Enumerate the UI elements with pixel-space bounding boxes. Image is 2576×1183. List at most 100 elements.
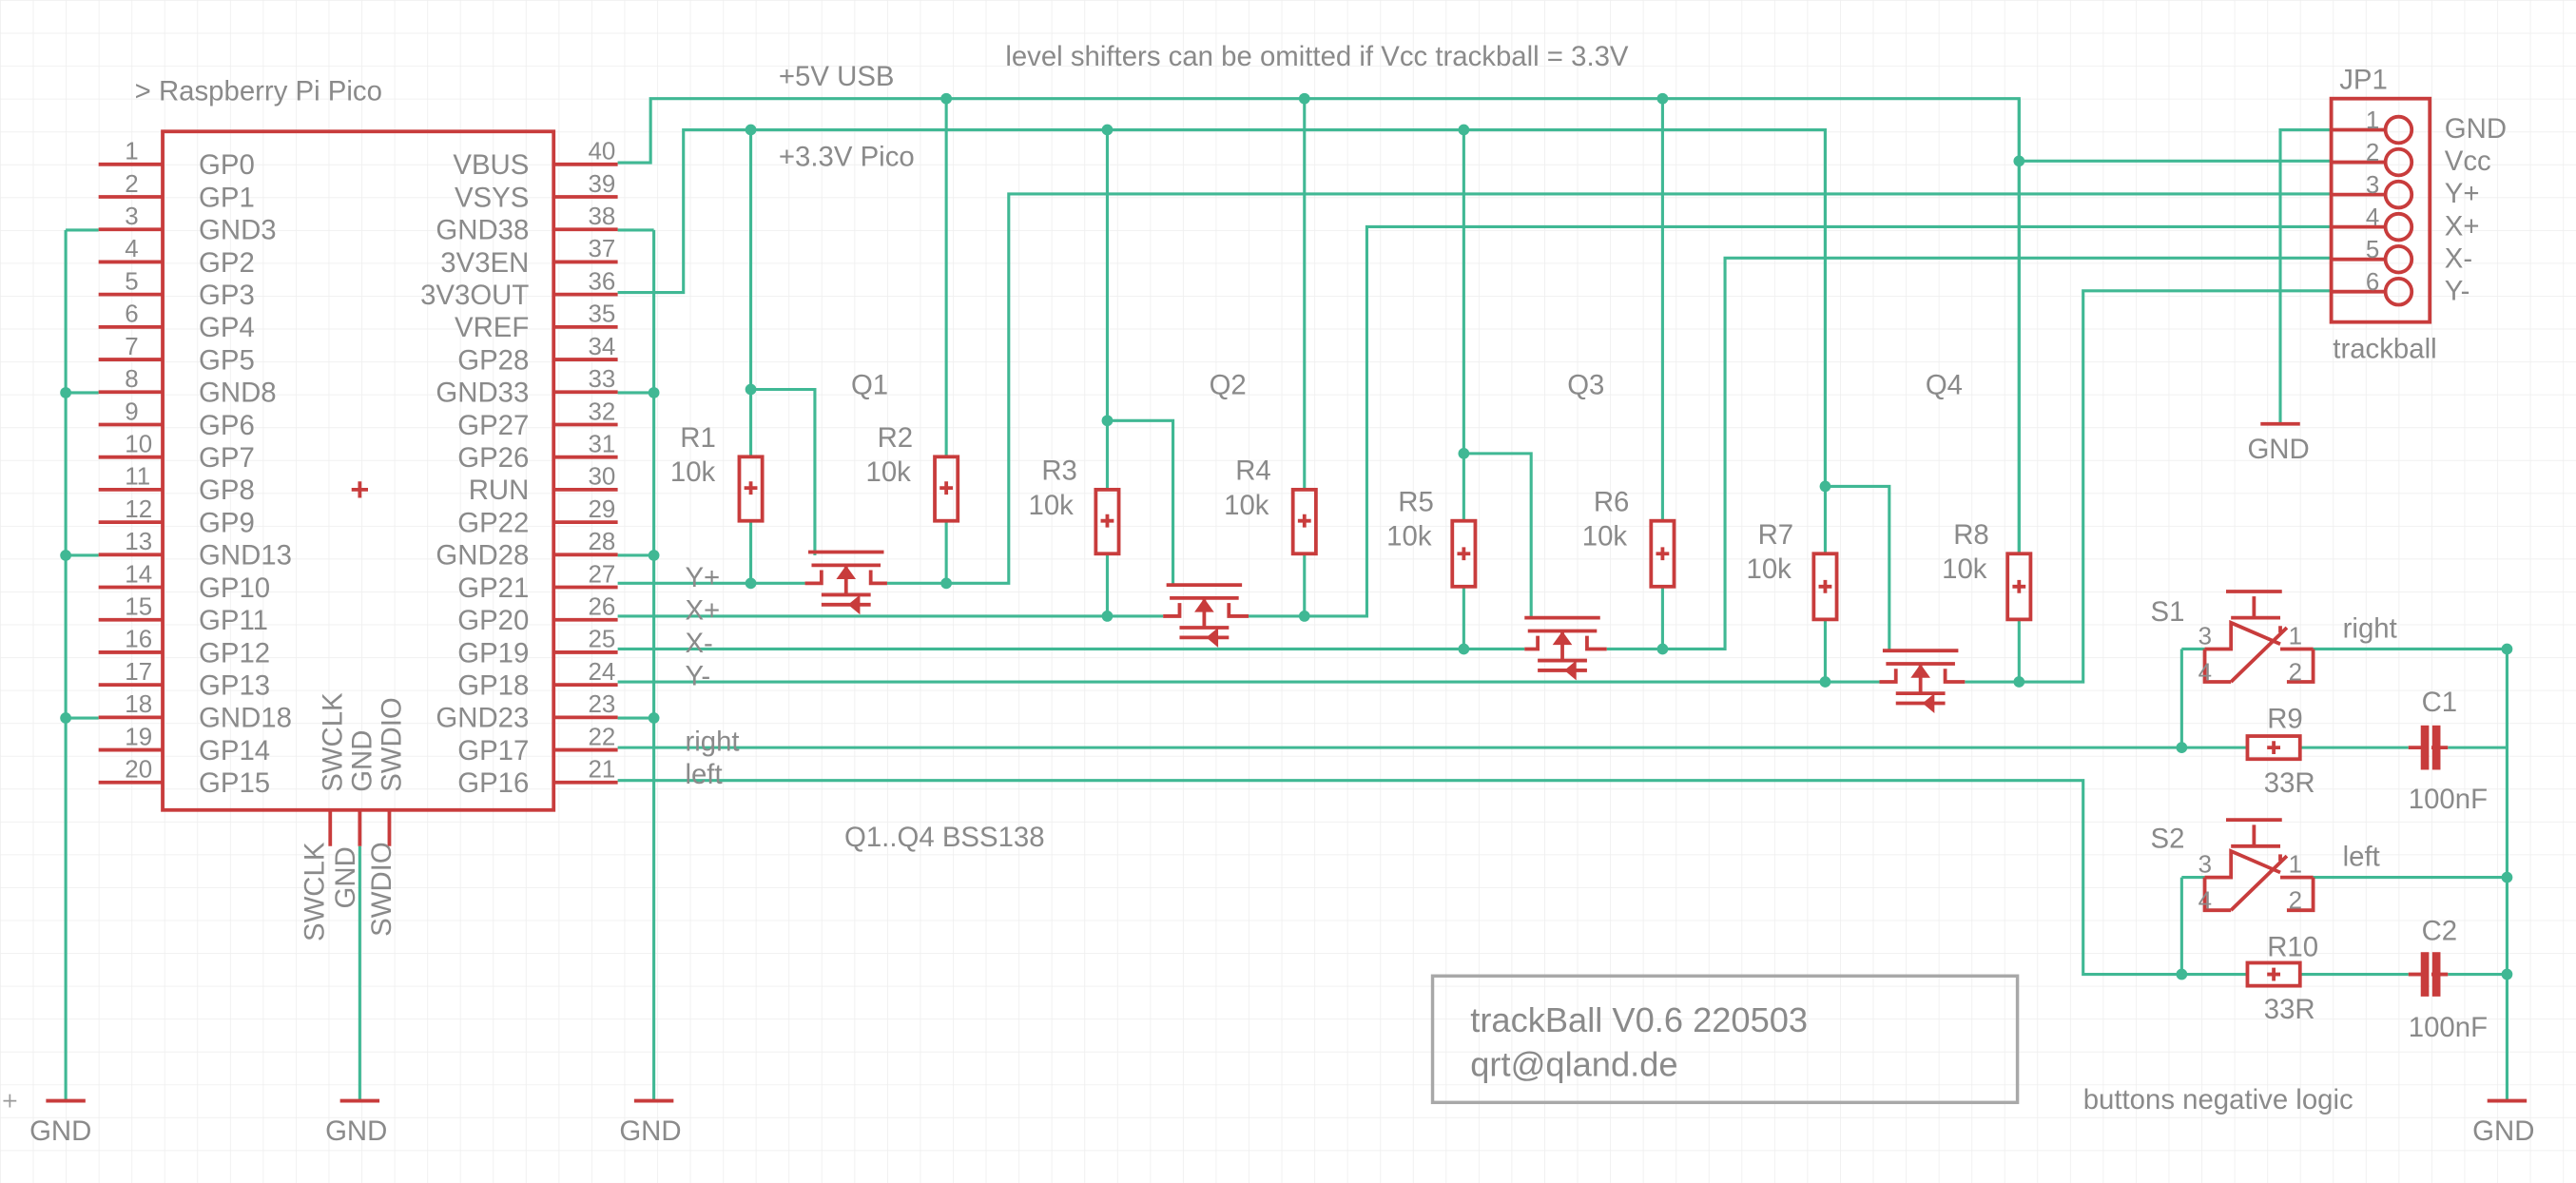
pico-pin-name: GND18 xyxy=(199,703,292,734)
mosfet-q3: Q3 xyxy=(1524,370,1607,681)
connector-pin-signal: GND xyxy=(2445,113,2507,145)
resistor-r2-name: R2 xyxy=(878,422,914,454)
capacitor-c1-value: 100nF xyxy=(2409,784,2488,815)
pico-pin-name: GND38 xyxy=(436,215,529,246)
connector-pin-signal: Y+ xyxy=(2445,178,2480,209)
mosfet-q4-label: Q4 xyxy=(1926,370,1963,401)
connector-pin-signal: Vcc xyxy=(2445,145,2491,177)
resistor-r3-value: 10k xyxy=(1029,490,1075,521)
net-label-right-button: right xyxy=(2343,612,2397,644)
gnd-label-3: GND xyxy=(619,1115,681,1147)
note-level-shifter: level shifters can be omitted if Vcc tra… xyxy=(1005,41,1629,72)
capacitor-c2-value: 100nF xyxy=(2409,1012,2488,1043)
pico-pin-name: VREF xyxy=(455,312,529,343)
pico-pin-name: GP8 xyxy=(199,475,255,506)
net-label-5v: +5V USB xyxy=(779,61,895,92)
pico-pin-number: 27 xyxy=(589,561,616,588)
resistor-r5-value: 10k xyxy=(1386,521,1432,553)
pico-pin-number: 36 xyxy=(589,268,616,295)
pico-bottom-pin-swdio: SWDIO xyxy=(377,697,408,792)
connector-pin-number: 6 xyxy=(2366,269,2379,296)
pico-pin-number: 16 xyxy=(125,627,152,653)
pico-pin-number: 31 xyxy=(589,431,616,457)
pico-pin-number: 5 xyxy=(125,268,138,295)
pico-pin-name: RUN xyxy=(469,475,530,506)
resistor-r9-name: R9 xyxy=(2267,703,2303,734)
net-label-xm: X- xyxy=(685,628,712,659)
pico-pin-number: 28 xyxy=(589,529,616,555)
capacitor-c2-name: C2 xyxy=(2422,915,2458,946)
pico-pin-number: 37 xyxy=(589,236,616,262)
resistor-r7-name: R7 xyxy=(1758,519,1794,551)
pico-pin-name: GP15 xyxy=(199,767,270,799)
pico-pin-name: 3V3OUT xyxy=(420,280,529,311)
mosfet-q4: Q4 xyxy=(1879,370,1966,713)
connector-label: trackball xyxy=(2333,334,2436,365)
resistor-r9-value: 33R xyxy=(2264,767,2315,799)
pico-pin-name: GP9 xyxy=(199,507,255,538)
pico-pin-number: 15 xyxy=(125,594,152,621)
pico-pin-number: 13 xyxy=(125,529,152,555)
connector-pin-number: 5 xyxy=(2366,237,2379,263)
pico-pin-name: GP0 xyxy=(199,149,255,181)
pico-pin-name: GP27 xyxy=(457,410,529,441)
pico-pin-name: 3V3EN xyxy=(440,247,529,279)
resistor-r1-name: R1 xyxy=(680,422,716,454)
resistor-r10-name: R10 xyxy=(2267,932,2318,963)
net-label-left: left xyxy=(685,759,722,790)
resistor-r5-name: R5 xyxy=(1398,486,1434,517)
pico-bottom-pinlabel-gnd: GND xyxy=(330,846,361,908)
connector-pin-number: 2 xyxy=(2366,140,2379,166)
pico-pin-name: GP18 xyxy=(457,669,529,701)
pico-pin-name: GP26 xyxy=(457,442,529,474)
resistor-r9: R9 33R xyxy=(2245,703,2315,799)
connector-pin-signal: X- xyxy=(2445,242,2472,274)
pico-pin-number: 1 xyxy=(125,139,138,165)
capacitor-c1-name: C1 xyxy=(2422,687,2458,718)
connector-pin-signal: X+ xyxy=(2445,210,2480,242)
pico-pin-number: 9 xyxy=(125,398,138,425)
switch-s2-pin1: 1 xyxy=(2289,851,2302,878)
title-block: trackBall V0.6 220503 qrt@qland.de xyxy=(1430,974,2020,1105)
pico-pin-name: GND13 xyxy=(199,540,292,572)
switch-s1-pin3: 3 xyxy=(2198,623,2212,650)
net-label-ym: Y- xyxy=(685,660,710,691)
switch-s2-pin3: 3 xyxy=(2198,851,2212,878)
net-label-right: right xyxy=(685,727,739,758)
pico-pin-name: GP17 xyxy=(457,735,529,766)
pico-pin-name: GP2 xyxy=(199,247,255,279)
gnd-symbol-5: GND xyxy=(2472,1098,2534,1147)
pico-pin-name: GP20 xyxy=(457,605,529,636)
pico-pin-number: 10 xyxy=(125,431,152,457)
connector-pin-number: 4 xyxy=(2366,204,2379,231)
gnd-symbol-1: GND xyxy=(29,1098,91,1147)
resistor-r8-value: 10k xyxy=(1942,553,1987,585)
pico-pin-number: 19 xyxy=(125,724,152,750)
switch-s1-pin4: 4 xyxy=(2198,659,2212,686)
pico-pin-name: VSYS xyxy=(455,182,529,213)
resistor-r8: R8 10k xyxy=(1942,519,2033,622)
gnd-label-5: GND xyxy=(2472,1115,2534,1147)
gnd-symbol-2: GND xyxy=(325,1098,387,1147)
pico-pin-number: 26 xyxy=(589,594,616,621)
buttons-note: buttons negative logic xyxy=(2083,1084,2353,1115)
pico-pin-number: 40 xyxy=(589,139,616,165)
pico-pin-name: VBUS xyxy=(453,149,529,181)
pico-pin-number: 38 xyxy=(589,204,616,230)
title-line-2: qrt@qland.de xyxy=(1470,1045,1677,1084)
resistor-r1: R1 10k xyxy=(670,422,765,523)
pico-pin-number: 32 xyxy=(589,398,616,425)
pico-pin-number: 21 xyxy=(589,757,616,784)
switch-s1-pin1: 1 xyxy=(2289,623,2302,650)
pico-origin-mark xyxy=(351,481,368,498)
resistor-r4: R4 10k xyxy=(1224,456,1318,556)
pico-pin-number: 24 xyxy=(589,659,616,686)
mosfet-q2: Q2 xyxy=(1163,370,1249,648)
pico-pin-name: GP3 xyxy=(199,280,255,311)
resistor-r5: R5 10k xyxy=(1386,486,1478,589)
switch-s1: S1 3 1 4 2 xyxy=(2151,590,2315,686)
pico-bottom-pins: SWCLK GND SWDIO SWCLK GND SWDIO xyxy=(299,692,407,941)
